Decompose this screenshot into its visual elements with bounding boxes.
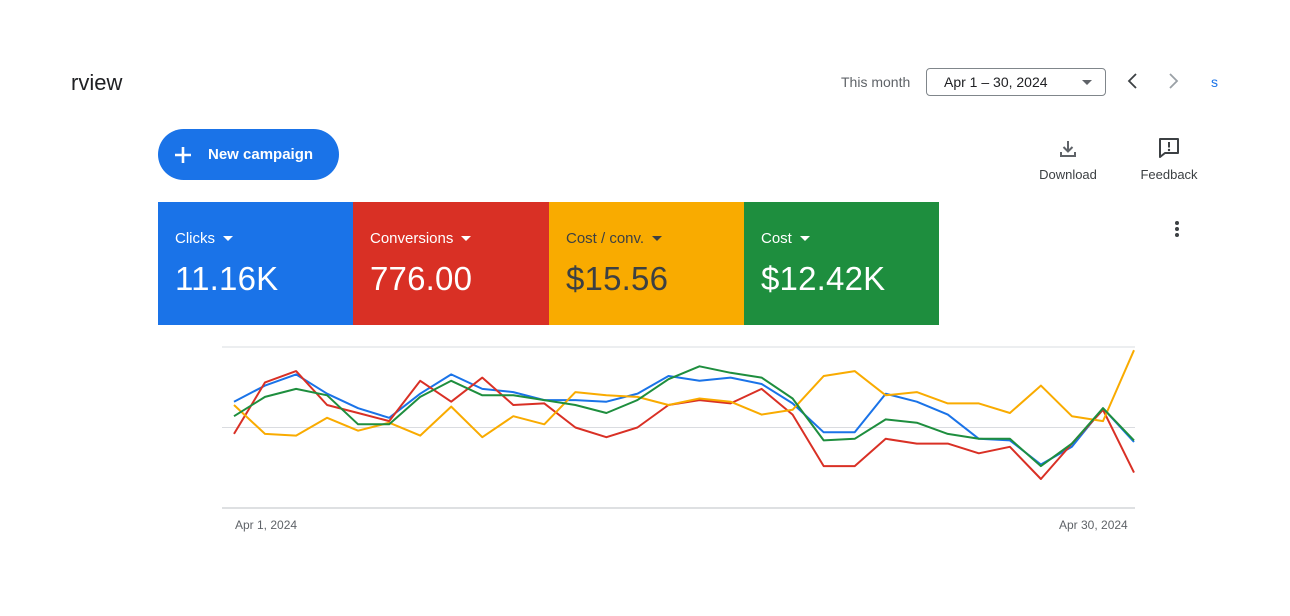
scorecard-conversions[interactable]: Conversions 776.00 bbox=[353, 202, 549, 325]
download-button[interactable]: Download bbox=[1036, 133, 1100, 182]
x-tick-label: Apr 1, 2024 bbox=[235, 518, 298, 532]
scorecard-metric-label: Clicks bbox=[175, 230, 215, 247]
feedback-button[interactable]: Feedback bbox=[1136, 133, 1202, 182]
scorecard-cost[interactable]: Cost $12.42K bbox=[744, 202, 939, 325]
feedback-icon bbox=[1157, 133, 1181, 159]
header-link-truncated[interactable]: s bbox=[1211, 74, 1218, 90]
download-icon bbox=[1058, 133, 1078, 159]
next-period-button[interactable] bbox=[1162, 70, 1184, 92]
series-line-clicks[interactable] bbox=[233, 373, 1135, 466]
chevron-left-icon bbox=[1127, 73, 1137, 89]
scorecard-value: $12.42K bbox=[761, 260, 886, 297]
scorecard-metric-select[interactable]: Cost bbox=[761, 230, 810, 247]
date-range-select[interactable]: Apr 1 – 30, 2024 bbox=[926, 68, 1106, 96]
scorecard-metric-select[interactable]: Conversions bbox=[370, 230, 472, 247]
scorecard-cost-per-conversion[interactable]: Cost / conv. $15.56 bbox=[549, 202, 744, 325]
dropdown-caret-icon bbox=[799, 236, 810, 241]
previous-period-button[interactable] bbox=[1122, 70, 1144, 92]
chevron-right-icon bbox=[1169, 73, 1179, 89]
dropdown-caret-icon bbox=[652, 236, 663, 241]
new-campaign-button[interactable]: New campaign bbox=[158, 129, 339, 180]
scorecard-metric-select[interactable]: Clicks bbox=[175, 230, 233, 247]
scorecard-clicks[interactable]: Clicks 11.16K bbox=[158, 202, 353, 325]
scorecard-value: 11.16K bbox=[175, 260, 279, 297]
more-vert-icon bbox=[1175, 221, 1179, 237]
series-line-cost[interactable] bbox=[233, 365, 1135, 468]
scorecard-metric-select[interactable]: Cost / conv. bbox=[566, 230, 663, 247]
page-title: rview bbox=[71, 70, 123, 95]
new-campaign-label: New campaign bbox=[208, 146, 314, 163]
dropdown-caret-icon bbox=[461, 236, 472, 241]
period-label: This month bbox=[841, 74, 911, 90]
x-tick-label: Apr 30, 2024 bbox=[1059, 518, 1128, 532]
dropdown-caret-icon bbox=[1082, 80, 1092, 85]
date-range-value: Apr 1 – 30, 2024 bbox=[944, 74, 1048, 90]
scorecard-value: $15.56 bbox=[566, 260, 669, 297]
feedback-label: Feedback bbox=[1140, 167, 1198, 182]
scorecard-value: 776.00 bbox=[370, 260, 473, 297]
scorecard-metric-label: Conversions bbox=[370, 230, 454, 247]
scorecard-metric-label: Cost / conv. bbox=[566, 230, 645, 247]
more-options-button[interactable] bbox=[1166, 218, 1188, 240]
dropdown-caret-icon bbox=[223, 236, 233, 241]
plus-icon bbox=[174, 146, 192, 164]
download-label: Download bbox=[1039, 167, 1097, 182]
scorecard-metric-label: Cost bbox=[761, 230, 792, 247]
